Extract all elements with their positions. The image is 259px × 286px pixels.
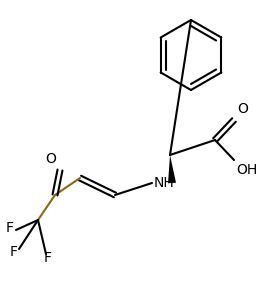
Text: F: F: [6, 221, 14, 235]
Text: OH: OH: [236, 163, 257, 177]
Polygon shape: [168, 155, 176, 183]
Text: F: F: [10, 245, 18, 259]
Text: F: F: [44, 251, 52, 265]
Text: O: O: [237, 102, 248, 116]
Text: O: O: [45, 152, 56, 166]
Text: NH: NH: [154, 176, 174, 190]
